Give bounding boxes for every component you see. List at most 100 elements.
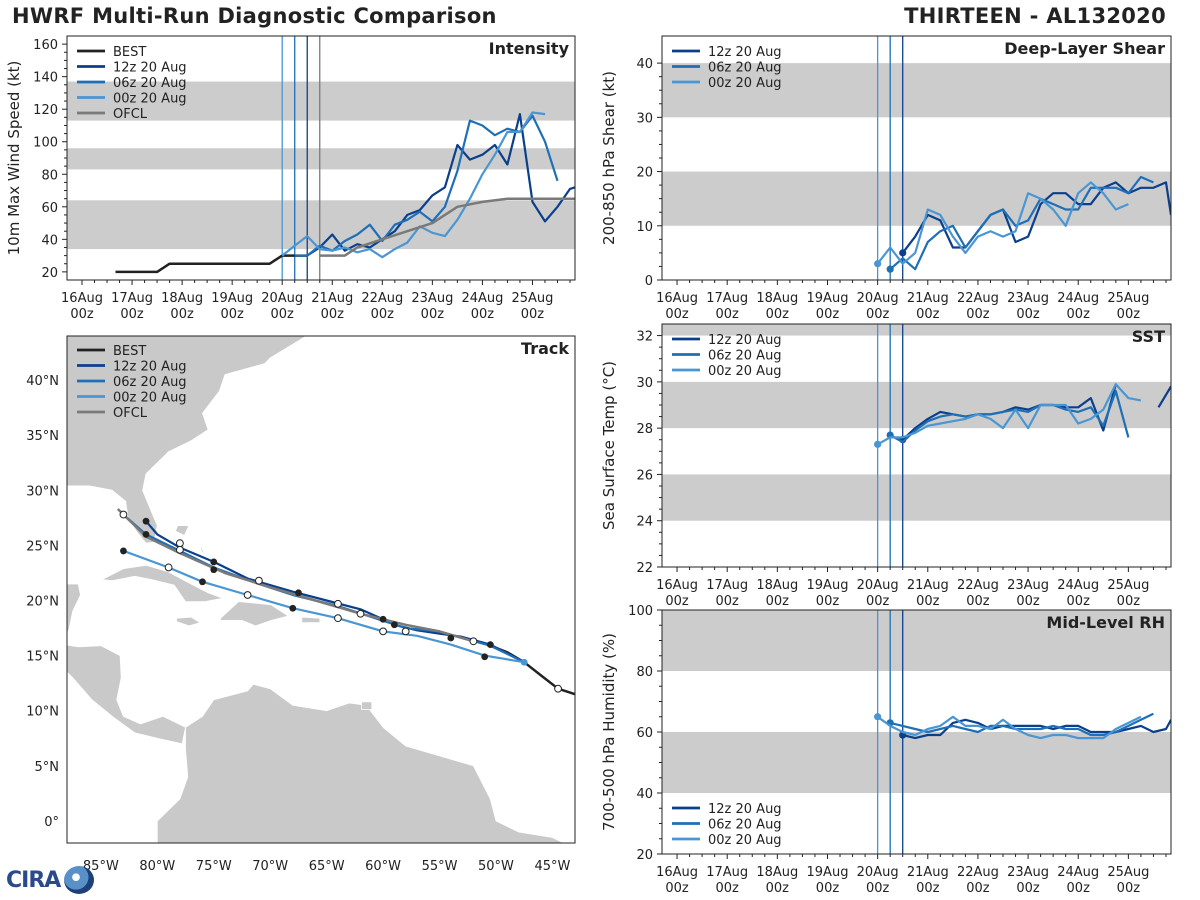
x-tick-label: 00z [1016, 594, 1040, 609]
gray-band [662, 610, 1171, 671]
gray-band [662, 171, 1171, 226]
storm-id-title: THIRTEEN - AL132020 [904, 4, 1166, 28]
series-line-run06 [889, 390, 1130, 444]
series-line-run12 [306, 113, 575, 257]
x-tick-label: 00z [916, 881, 940, 896]
shear-panel: 01020304016Aug00z17Aug00z18Aug00z19Aug00… [600, 35, 1172, 322]
y-tick-label: 32 [636, 330, 653, 345]
y-tick-label: 10 [636, 220, 653, 235]
y-tick-label: 20 [636, 166, 653, 181]
y-tick-label: 60 [636, 726, 653, 741]
x-tick-label: 24Aug [1057, 291, 1099, 306]
lon-tick-label: 75°W [196, 859, 232, 874]
x-tick-label: 23Aug [1007, 578, 1049, 593]
land-masses [67, 336, 565, 843]
y-tick-label: 26 [636, 468, 653, 483]
cira-logo-icon [64, 866, 95, 894]
track-point-daily [142, 517, 150, 525]
legend-label: 06z 20 Aug [113, 76, 187, 91]
x-tick-label: 00z [1067, 307, 1091, 322]
x-tick-label: 00z [1016, 881, 1040, 896]
lat-tick-label: 15°N [26, 650, 59, 665]
track-point-12h [356, 609, 365, 618]
x-tick-label: 00z [170, 307, 194, 322]
x-tick-label: 00z [1067, 594, 1091, 609]
sst-panel: 22242628303216Aug00z17Aug00z18Aug00z19Au… [600, 323, 1172, 609]
x-tick-label: 25Aug [511, 291, 553, 306]
lat-tick-label: 20°N [26, 595, 59, 610]
x-tick-label: 21Aug [311, 291, 353, 306]
legend-label: 06z 20 Aug [708, 818, 782, 833]
gray-band [67, 81, 575, 121]
x-tick-label: 00z [866, 881, 890, 896]
x-tick-label: 00z [120, 307, 144, 322]
init-point-run06 [886, 265, 894, 273]
series-line-run00 [876, 715, 1142, 740]
land-jamaica [176, 616, 202, 627]
lon-tick-label: 55°W [422, 859, 458, 874]
x-tick-label: 17Aug [706, 865, 748, 880]
track-point-12h [554, 684, 562, 693]
series-line-best [115, 254, 308, 274]
x-tick-label: 00z [1067, 881, 1091, 896]
gray-band [662, 324, 1171, 336]
series-line-run00 [876, 181, 1129, 265]
x-tick-label: 22Aug [957, 578, 999, 593]
init-point-run00 [874, 713, 882, 721]
series-line-run06 [294, 114, 559, 257]
init-point-run00 [874, 260, 882, 268]
legend-label: 06z 20 Aug [113, 375, 187, 390]
y-tick-label: 40 [41, 233, 58, 248]
legend-label: 00z 20 Aug [708, 833, 782, 848]
panel-title: SST [1132, 327, 1165, 346]
gray-band [67, 200, 575, 250]
track-point-daily [289, 604, 297, 612]
y-tick-label: 60 [41, 201, 58, 216]
lon-tick-label: 80°W [139, 859, 175, 874]
panel-title: Mid-Level RH [1046, 613, 1165, 632]
x-tick-label: 00z [665, 307, 689, 322]
legend-label: OFCL [113, 107, 148, 122]
x-tick-label: 00z [521, 307, 545, 322]
legend-label: BEST [113, 344, 146, 359]
init-point-run12 [899, 249, 907, 257]
x-tick-label: 17Aug [111, 291, 153, 306]
x-tick-label: 00z [716, 594, 740, 609]
x-tick-label: 00z [1117, 881, 1141, 896]
legend-label: 12z 20 Aug [708, 802, 782, 817]
y-tick-label: 28 [636, 422, 653, 437]
plot-frame [661, 323, 1172, 568]
y-axis-label: 700-500 hPa Humidity (%) [600, 633, 618, 831]
series-line-ofcl [319, 197, 575, 257]
x-tick-label: 00z [866, 307, 890, 322]
track-point-12h [164, 563, 173, 572]
plot-frame [66, 335, 576, 844]
x-tick-label: 00z [966, 307, 990, 322]
y-axis-label: Sea Surface Temp (°C) [600, 361, 618, 530]
lat-tick-label: 30°N [26, 484, 59, 499]
series-line-run00 [877, 383, 1142, 446]
track-point-daily [120, 547, 127, 555]
x-tick-label: 20Aug [261, 291, 303, 306]
x-tick-label: 00z [916, 594, 940, 609]
track-point-12h [379, 627, 387, 636]
land-mexico-central-america [67, 583, 186, 745]
track-point-daily [199, 578, 206, 586]
legend-label: 12z 20 Aug [113, 61, 187, 76]
track-point-12h [175, 539, 184, 548]
gray-band [662, 63, 1171, 118]
y-tick-label: 160 [33, 38, 58, 53]
x-tick-label: 16Aug [656, 865, 698, 880]
x-tick-label: 00z [220, 307, 244, 322]
track-point-daily [210, 558, 218, 566]
x-tick-label: 00z [1117, 307, 1141, 322]
x-tick-label: 00z [1117, 594, 1141, 609]
track-point-12h [469, 637, 478, 646]
lat-tick-label: 0° [44, 815, 59, 830]
track-point-daily [481, 653, 489, 661]
panel-title: Track [521, 339, 569, 358]
track-point-12h [334, 599, 342, 608]
y-tick-label: 30 [636, 111, 653, 126]
land-south-america [156, 683, 565, 843]
